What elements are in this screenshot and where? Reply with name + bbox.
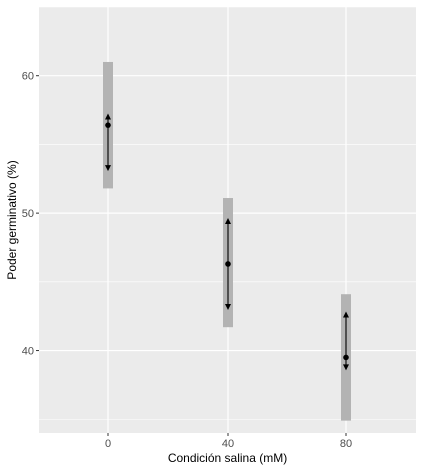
- data-marks: [103, 61, 351, 421]
- arrow-head-down: [343, 364, 349, 371]
- y-tick-label: 50: [22, 208, 34, 220]
- arrow-head-up: [343, 311, 349, 318]
- arrow-head-up: [105, 113, 111, 120]
- arrow-head-down: [225, 303, 231, 310]
- y-axis-ticks: 40 50 60: [22, 71, 39, 358]
- x-axis-title: Condición salina (mM): [168, 451, 287, 465]
- mean-point: [225, 261, 231, 267]
- arrow-head-up: [225, 218, 231, 224]
- arrow-head-down: [105, 165, 111, 172]
- mean-point: [343, 354, 349, 361]
- y-axis-title: Poder germinativo (%): [5, 160, 19, 279]
- x-tick-label: 0: [105, 438, 111, 450]
- mean-point: [105, 122, 111, 128]
- x-tick-label: 80: [340, 438, 352, 450]
- y-tick-label: 40: [22, 346, 34, 358]
- x-axis-ticks: 0 40 80: [105, 433, 352, 450]
- x-tick-label: 40: [222, 438, 234, 450]
- y-tick-label: 60: [22, 71, 34, 83]
